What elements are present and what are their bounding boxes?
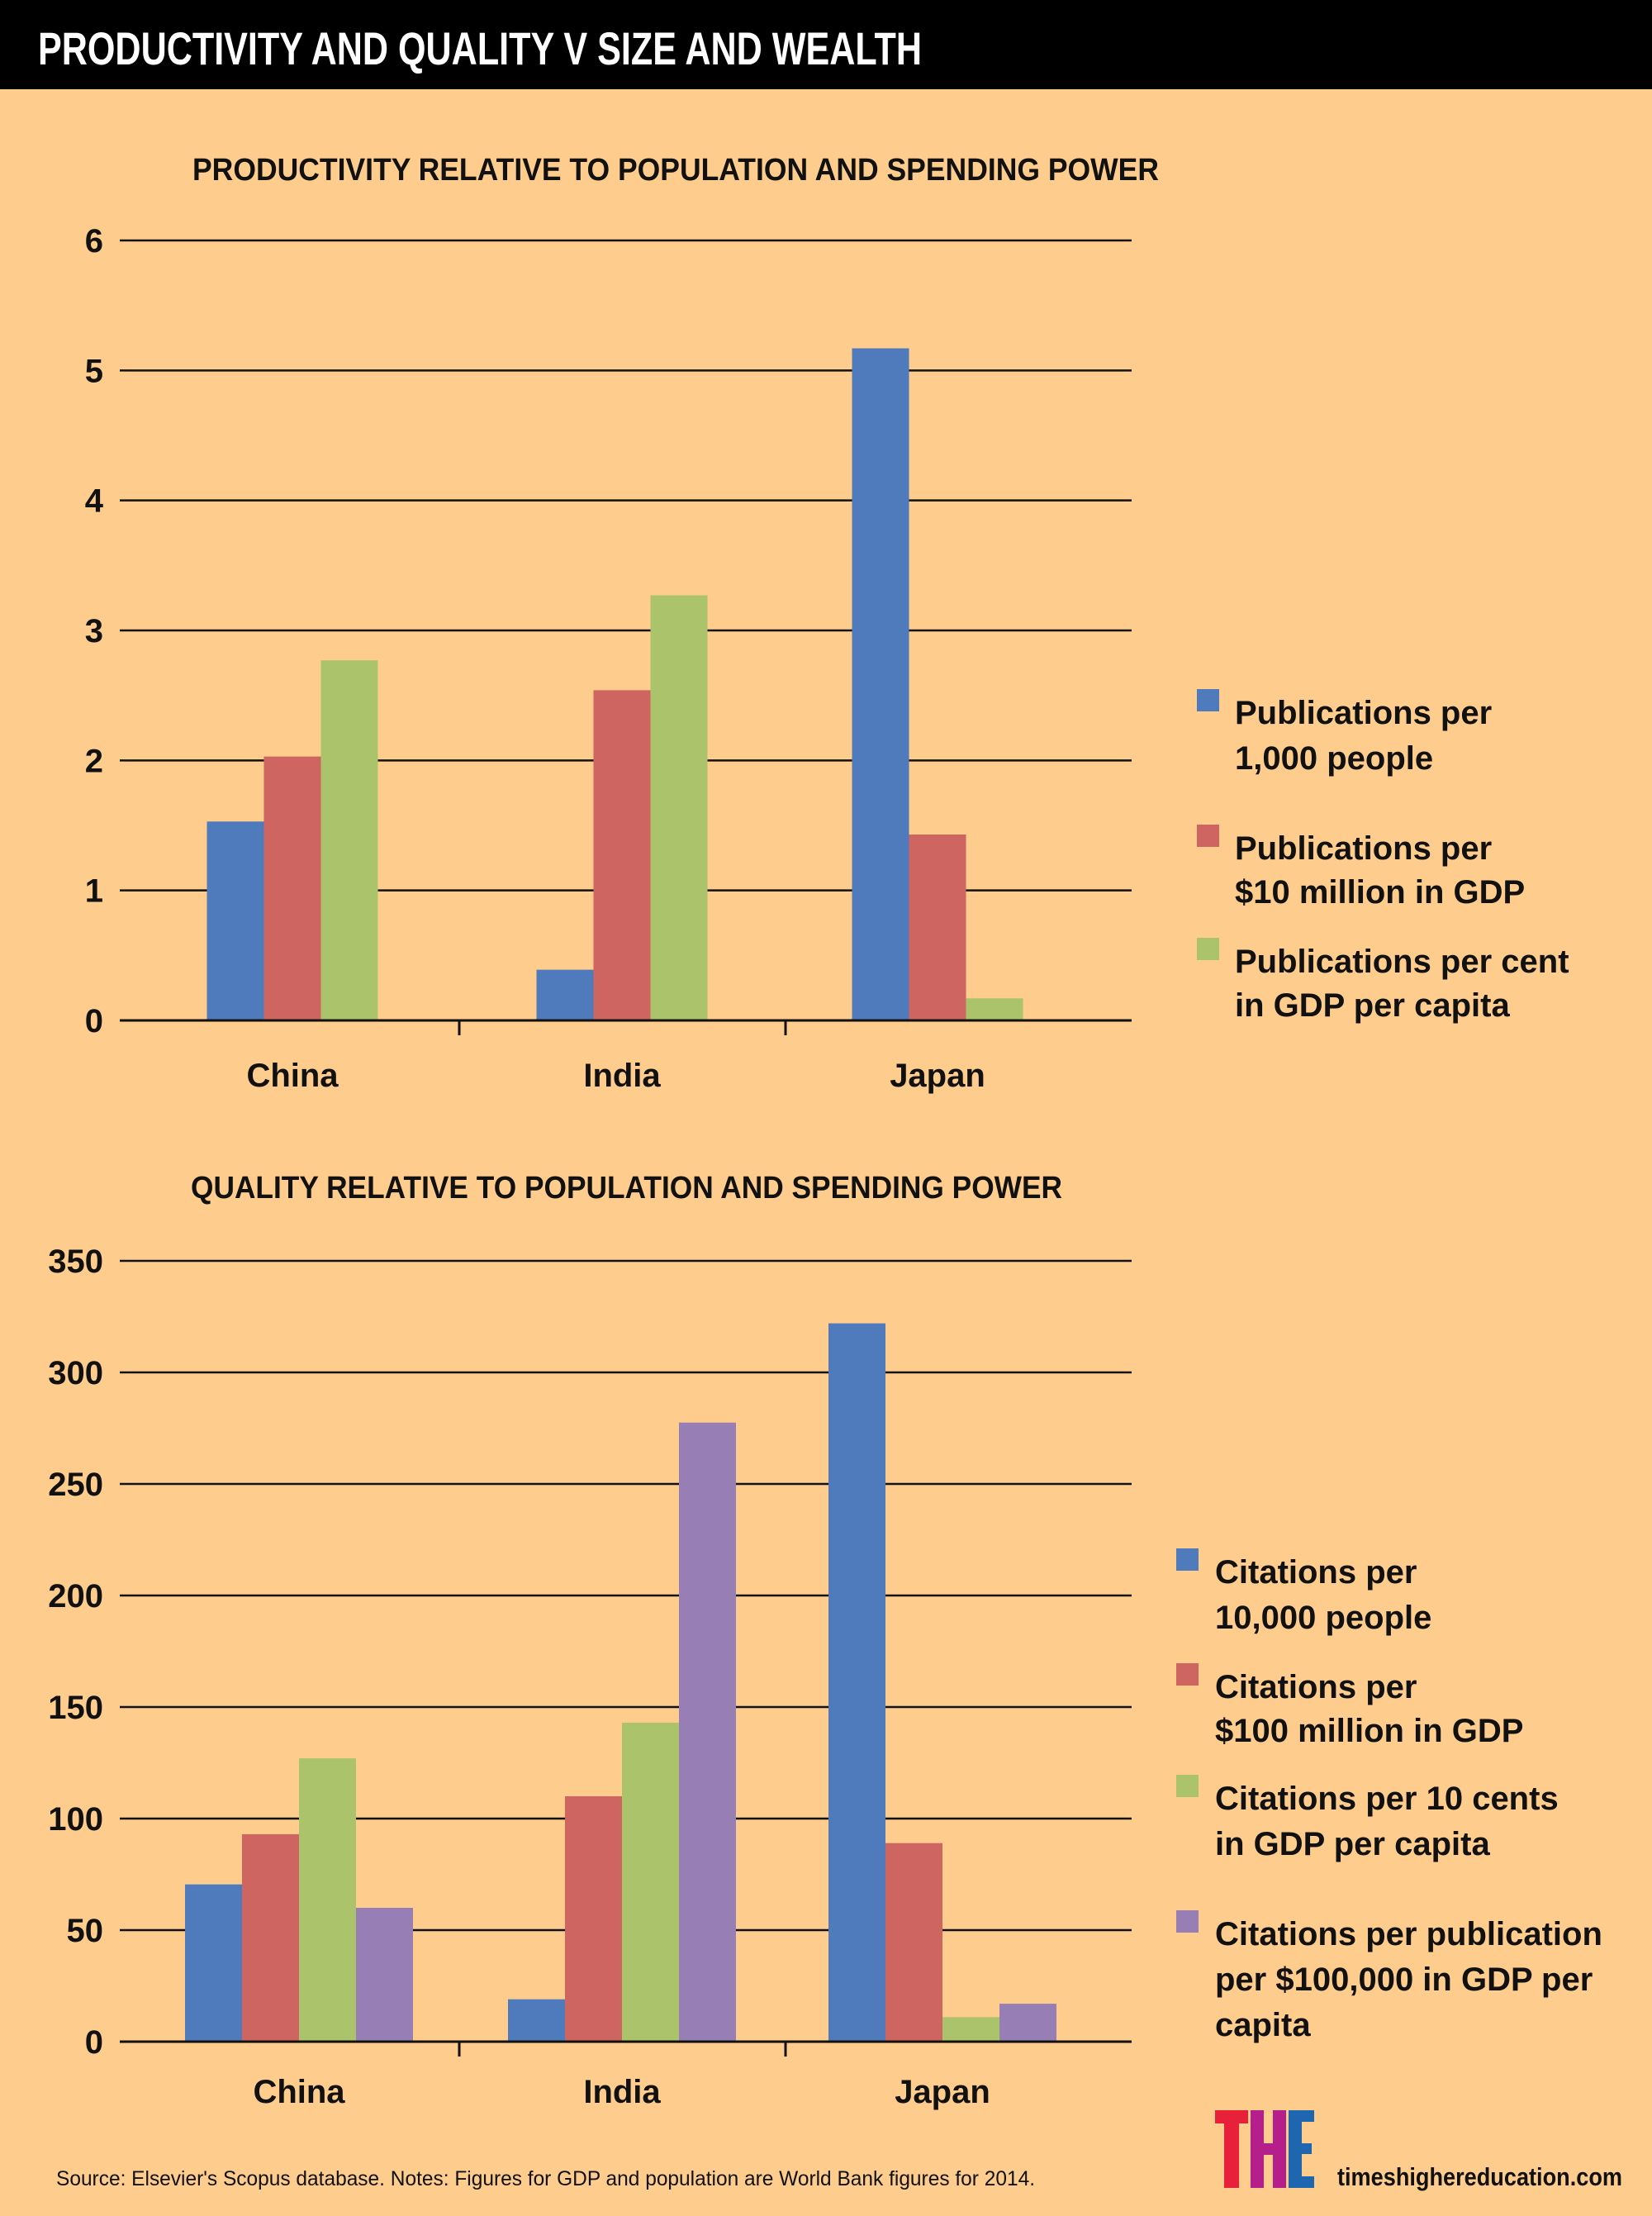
chart-2-title: QUALITY RELATIVE TO POPULATION AND SPEND… [191,1171,1062,1205]
y-tick-label: 0 [85,2024,103,2061]
bar-india-series-2 [565,1796,622,2042]
y-tick-label: 150 [48,1690,103,1726]
y-tick-label: 50 [67,1913,104,1949]
legend-label: Citations per [1215,1669,1417,1705]
legend-label: $100 million in GDP [1215,1713,1523,1749]
y-tick-label: 250 [48,1467,103,1503]
legend-label: Publications per [1235,830,1492,867]
bar-india-series-4 [679,1422,736,2042]
category-label: China [246,1058,339,1094]
bar-japan-series-3 [942,2017,999,2042]
bar-india-series-1 [536,969,594,1020]
y-tick-label: 1 [85,873,103,910]
legend-label: per $100,000 in GDP per [1215,1962,1593,1998]
legend-label: in GDP per capita [1215,1826,1490,1862]
category-label: Japan [890,1058,985,1094]
legend-swatch [1176,1775,1199,1797]
y-tick-label: 350 [48,1244,103,1280]
bar-india-series-3 [622,1722,679,2042]
legend-swatch [1197,689,1219,711]
productivity-chart: 0 1 2 3 4 5 6 China India Japan [85,223,1132,1094]
source-note: Source: Elsevier's Scopus database. Note… [56,2167,1035,2190]
bar-china-series-3 [299,1758,356,2042]
legend-label: Citations per publication [1215,1916,1602,1952]
y-tick-label: 3 [85,613,103,649]
y-tick-label: 300 [48,1355,103,1391]
bar-india-series-2 [593,690,651,1020]
bar-china-series-1 [206,821,264,1020]
category-label: India [583,1058,661,1094]
legend-swatch [1176,1910,1199,1933]
legend-label: Citations per [1215,1554,1417,1591]
legend-label: in GDP per capita [1235,987,1510,1024]
the-logo [1215,2110,1314,2188]
legend-label: Publications per [1235,695,1492,731]
y-tick-label: 200 [48,1578,103,1614]
header-bar [0,0,1652,89]
bar-japan-series-2 [885,1843,942,2042]
y-tick-label: 0 [85,1003,103,1039]
legend-label: Citations per 10 cents [1215,1781,1559,1817]
bar-japan-series-2 [909,835,966,1020]
bar-japan-series-1 [852,348,909,1020]
y-tick-label: 2 [85,743,103,779]
legend-label: 1,000 people [1235,740,1433,777]
category-label: China [253,2074,345,2110]
legend-label: Publications per cent [1235,944,1569,980]
bar-china-series-3 [320,660,378,1020]
y-tick-label: 6 [85,223,103,259]
legend-label: $10 million in GDP [1235,874,1525,911]
y-tick-label: 4 [85,483,104,520]
page-title: PRODUCTIVITY AND QUALITY V SIZE AND WEAL… [38,22,922,74]
bar-india-series-1 [508,1999,565,2042]
category-label: Japan [895,2074,990,2110]
website-link[interactable]: timeshighereducation.com [1337,2162,1622,2191]
y-tick-label: 5 [85,353,103,389]
legend-label: capita [1215,2007,1311,2043]
bar-japan-series-4 [999,2004,1056,2042]
productivity-legend: Publications per 1,000 people Publications… [1197,689,1569,1024]
legend-swatch [1197,938,1219,960]
bar-japan-series-1 [828,1323,885,2042]
bar-china-series-2 [242,1833,299,2042]
bar-china-series-2 [263,756,321,1020]
bar-china-series-4 [356,1908,413,2042]
bar-india-series-3 [650,595,708,1020]
legend-label: 10,000 people [1215,1600,1431,1636]
legend-swatch [1176,1548,1199,1571]
chart-1-title: PRODUCTIVITY RELATIVE TO POPULATION AND … [192,153,1159,188]
bar-japan-series-3 [966,998,1023,1020]
bar-china-series-1 [185,1884,242,2042]
category-label: India [583,2074,661,2110]
quality-legend: Citations per 10,000 people Citations per $… [1176,1548,1602,2043]
legend-swatch [1176,1663,1199,1686]
quality-chart: 0 50 100 150 200 250 300 350 China India Japan [48,1244,1132,2110]
y-tick-label: 100 [48,1801,103,1838]
legend-swatch [1197,825,1219,847]
